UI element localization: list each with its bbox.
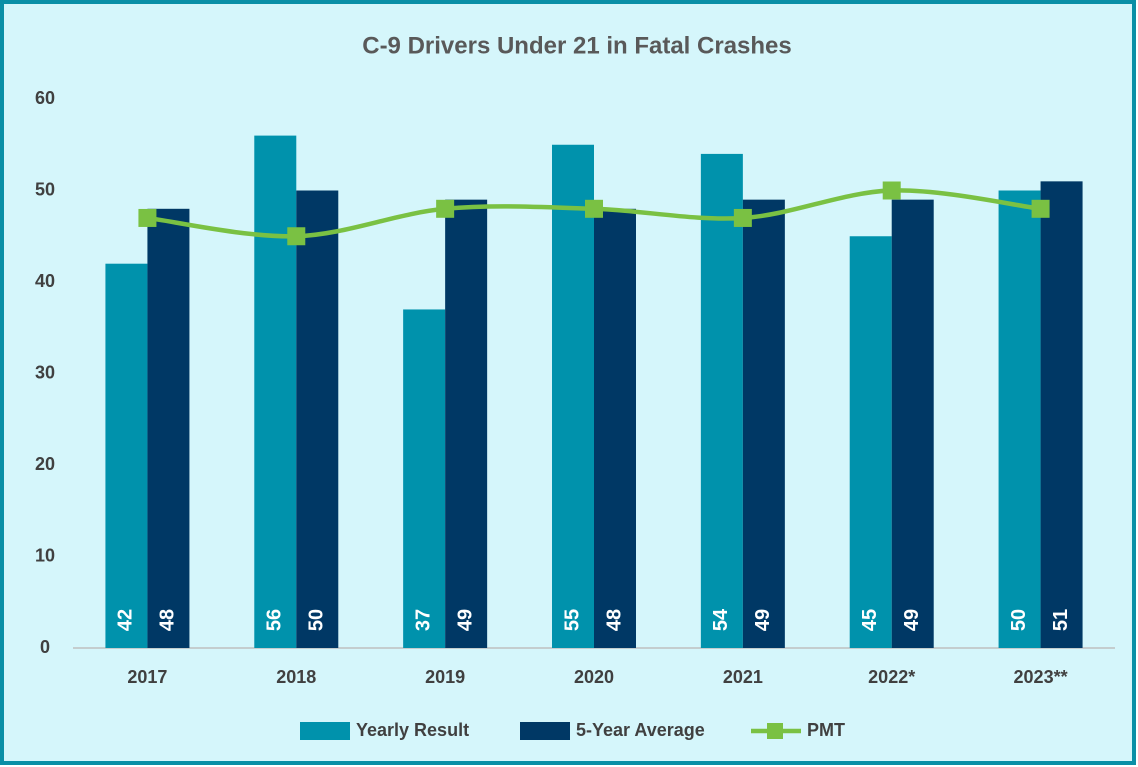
bar — [105, 263, 148, 648]
data-label: 50 — [306, 609, 328, 631]
legend-swatch — [520, 722, 570, 740]
bar — [891, 199, 934, 648]
x-tick-label: 2019 — [425, 667, 465, 687]
data-label: 56 — [264, 609, 286, 631]
x-tick-label: 2023** — [1014, 667, 1068, 687]
legend-label: Yearly Result — [356, 720, 469, 740]
y-tick-label: 40 — [35, 271, 55, 291]
data-label: 48 — [157, 609, 179, 631]
bar — [700, 153, 743, 648]
data-label: 49 — [752, 609, 774, 631]
data-label: 48 — [603, 609, 625, 631]
x-tick-label: 2021 — [723, 667, 763, 687]
data-label: 55 — [561, 609, 583, 631]
bar — [296, 190, 339, 648]
line-marker — [733, 208, 752, 227]
y-tick-label: 20 — [35, 454, 55, 474]
x-tick-label: 2017 — [127, 667, 167, 687]
bar — [552, 144, 594, 648]
legend-swatch — [300, 722, 350, 740]
data-label: 45 — [859, 609, 881, 631]
bar — [594, 208, 636, 649]
bar — [849, 236, 892, 648]
data-label: 42 — [115, 609, 137, 631]
data-label: 51 — [1050, 609, 1072, 631]
line-marker — [882, 181, 901, 200]
y-tick-label: 0 — [40, 637, 50, 657]
y-tick-label: 50 — [35, 179, 55, 199]
data-label: 49 — [454, 609, 476, 631]
line-marker — [436, 199, 455, 218]
line-marker — [585, 199, 603, 218]
bar — [742, 199, 785, 648]
legend-swatch — [767, 723, 783, 739]
bar — [445, 199, 488, 648]
line-marker — [287, 227, 306, 246]
y-tick-label: 60 — [35, 88, 55, 108]
data-label: 37 — [412, 609, 434, 631]
bar — [403, 309, 446, 648]
bar — [147, 208, 190, 649]
data-label: 50 — [1008, 609, 1030, 631]
x-tick-label: 2022* — [868, 667, 915, 687]
line-marker — [1031, 199, 1050, 218]
x-tick-label: 2020 — [574, 667, 614, 687]
y-tick-label: 30 — [35, 362, 55, 382]
bar — [998, 190, 1041, 648]
data-label: 54 — [710, 608, 732, 631]
bar — [254, 135, 297, 649]
legend-label: PMT — [807, 720, 845, 740]
bar — [1040, 181, 1083, 648]
legend-label: 5-Year Average — [576, 720, 705, 740]
line-marker — [138, 208, 157, 227]
y-tick-label: 10 — [35, 545, 55, 565]
chart-title: C-9 Drivers Under 21 in Fatal Crashes — [362, 32, 792, 59]
x-tick-label: 2018 — [276, 667, 316, 687]
data-label: 49 — [901, 609, 923, 631]
